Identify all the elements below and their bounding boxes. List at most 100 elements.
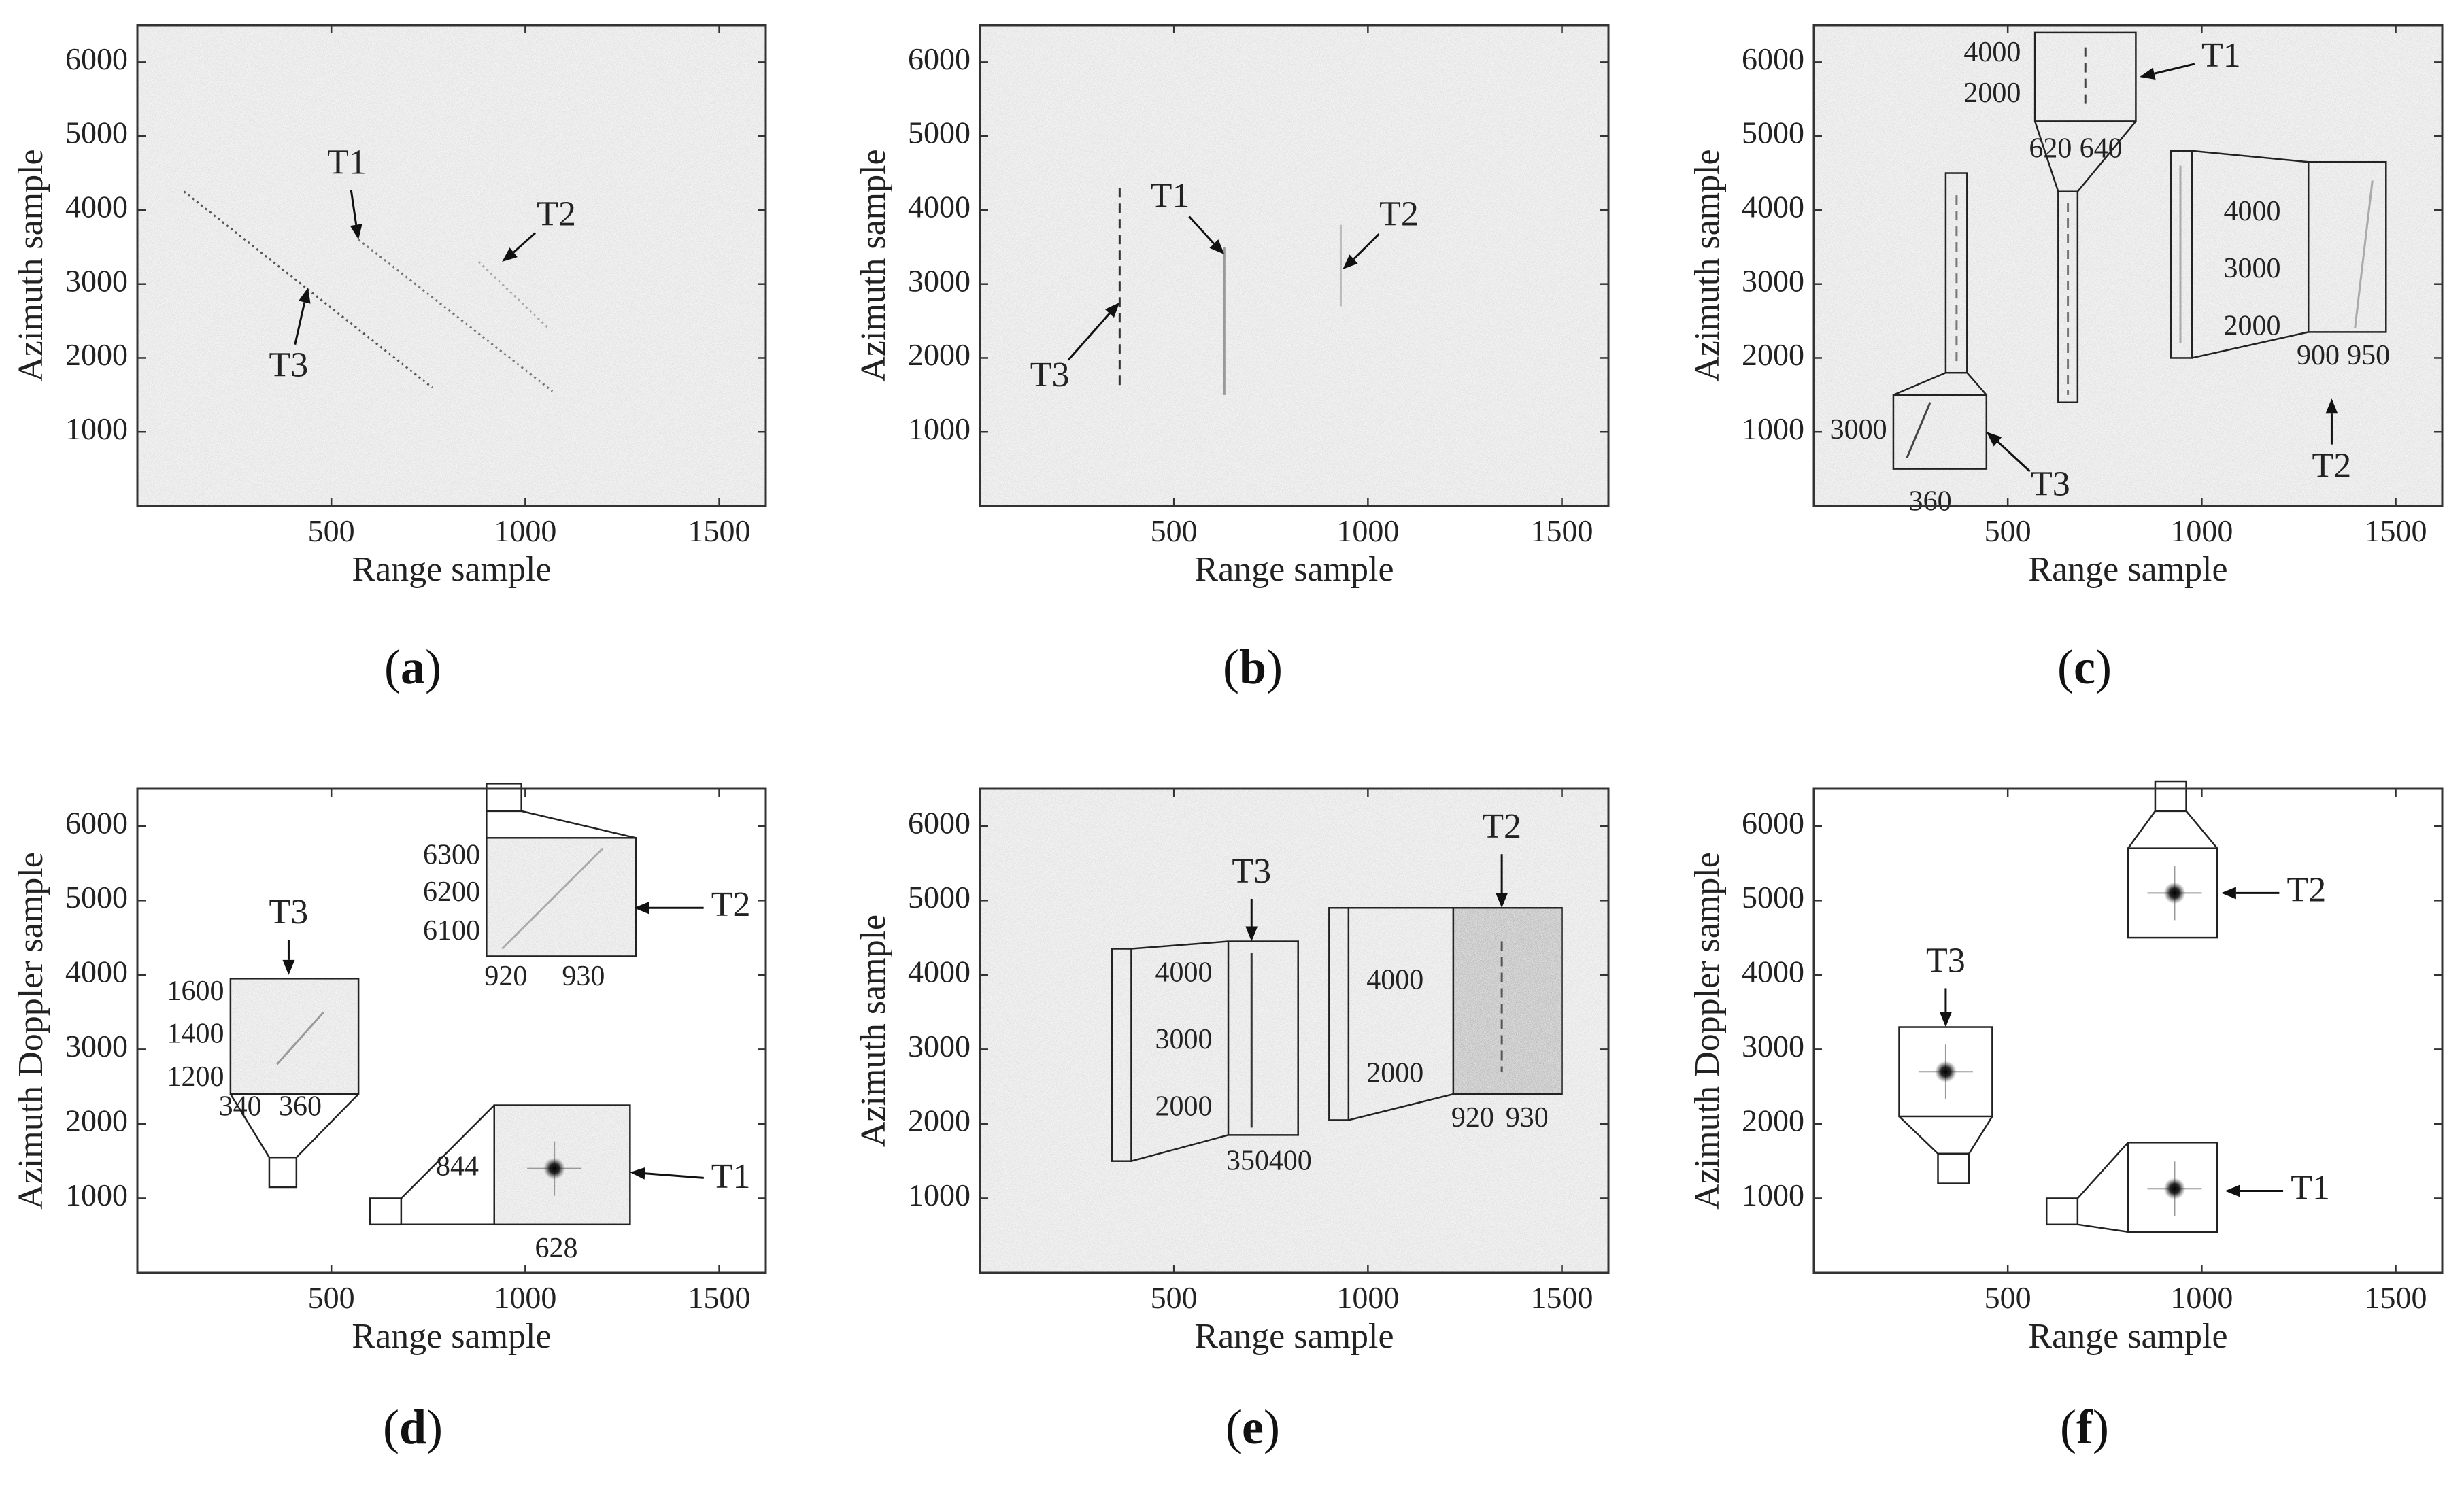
target-label-T1: T1 <box>2201 36 2241 75</box>
inset-frame <box>369 1197 403 1226</box>
arrow-head-T3 <box>299 288 311 304</box>
panel-caption-e: (e) <box>1226 1400 1280 1454</box>
inset-noise <box>1893 394 1987 469</box>
arrow-shaft-T3 <box>1067 313 1111 361</box>
inset-connector-4 <box>2191 150 2309 163</box>
y-tick-label-3000: 3000 <box>65 1029 128 1063</box>
inset-0 <box>268 1156 298 1189</box>
inset-frame <box>2170 150 2193 359</box>
y-tick-label-2000: 2000 <box>1742 1103 1804 1138</box>
arrow-head-T3 <box>1986 432 2002 447</box>
inset-frame <box>1111 948 1132 1162</box>
y-tick-label-5000: 5000 <box>908 880 971 915</box>
x-tick-label-1000: 1000 <box>2170 513 2233 548</box>
inset-2 <box>1328 907 1350 1121</box>
y-tick-label-1000: 1000 <box>908 1178 971 1212</box>
arrow-shaft-T1 <box>2154 63 2195 75</box>
inset-connector-0 <box>1893 372 1946 396</box>
y-axis-label: Azimuth sample <box>854 149 893 381</box>
inset-target-line <box>1906 402 1931 458</box>
inset-tick-label-0: 4000 <box>1366 964 1423 995</box>
panel-caption-letter: f <box>2076 1400 2093 1454</box>
inset-tick-label-4: 950 <box>2347 340 2390 371</box>
inset-tick-label-3: 920 <box>484 961 527 992</box>
x-axis-label: Range sample <box>1194 550 1394 589</box>
x-axis-label: Range sample <box>2028 1317 2227 1356</box>
inset-tick-label-3: 930 <box>1506 1102 1549 1133</box>
y-tick-label-4000: 4000 <box>65 954 128 989</box>
inset-4 <box>2170 150 2193 359</box>
inset-frame <box>2057 190 2079 403</box>
inset-3: 844 628 <box>436 1104 631 1264</box>
arrow-head-T1 <box>2140 67 2156 80</box>
inset-tick-label-2: 2000 <box>1155 1091 1212 1123</box>
inset-tick-label-0: 844 <box>436 1150 479 1182</box>
x-tick-label-500: 500 <box>308 513 355 548</box>
arrow-head-T1 <box>350 224 362 240</box>
inset-0 <box>1944 172 1968 374</box>
inset-connector-3 <box>2076 120 2137 192</box>
x-tick-label-1500: 1500 <box>688 513 751 548</box>
inset-connector-1 <box>1131 1134 1229 1162</box>
inset-1: 3000 360 <box>1830 394 1988 517</box>
inset-connector-1 <box>295 1093 360 1159</box>
inset-5 <box>2127 847 2218 939</box>
inset-tick-label-2: 620 <box>2029 133 2072 165</box>
inset-5: 4000 3000 2000 900 950 <box>2224 160 2390 371</box>
y-tick-label-5000: 5000 <box>65 116 128 150</box>
y-tick-label-4000: 4000 <box>1742 954 1804 989</box>
arrow-head-T1 <box>630 1167 645 1180</box>
inset-4 <box>2154 780 2187 813</box>
inset-fill <box>2046 1198 2078 1225</box>
chart-panel-b: T1 T2 T3 500 1000 1500 1000 2000 3000 4000 5000 600… <box>854 24 1610 589</box>
x-tick-label-1500: 1500 <box>2365 1280 2427 1315</box>
x-tick-label-500: 500 <box>1151 1280 1198 1315</box>
y-tick-label-2000: 2000 <box>65 1103 128 1138</box>
y-axis-label: Azimuth Doppler sample <box>12 852 50 1210</box>
x-axis-label: Range sample <box>1194 1317 1394 1356</box>
y-tick-label-3000: 3000 <box>908 263 971 298</box>
inset-noise <box>486 838 636 957</box>
inset-0 <box>1937 1152 1970 1184</box>
plot-noise <box>137 25 766 506</box>
y-tick-label-1000: 1000 <box>908 411 971 446</box>
inset-tick-label-1: 2000 <box>1963 78 2021 109</box>
inset-connector-2 <box>400 1104 495 1199</box>
target-label-T3: T3 <box>1926 941 1965 980</box>
arrow-head-T2 <box>1343 254 1358 269</box>
x-axis-label: Range sample <box>2028 550 2227 589</box>
panel-caption-letter: e <box>1242 1400 1264 1454</box>
inset-2 <box>2045 1197 2079 1226</box>
y-axis-label: Azimuth sample <box>854 915 893 1147</box>
inset-frame <box>2154 780 2187 813</box>
chart-panel-a: T1 T2 T3 500 1000 1500 1000 2000 3000 4000 5000 600… <box>12 24 767 589</box>
arrow-shaft-T2 <box>1353 233 1380 260</box>
inset-noise <box>2308 162 2386 332</box>
x-tick-label-1000: 1000 <box>1336 1280 1399 1315</box>
y-tick-label-6000: 6000 <box>908 41 971 76</box>
inset-frame <box>268 1156 298 1189</box>
target-label-T1: T1 <box>327 143 367 182</box>
plot-frame <box>979 24 1610 507</box>
target-label-T3: T3 <box>1232 852 1271 891</box>
panel-caption-c: (c) <box>2057 640 2112 694</box>
inset-noise <box>1329 908 1349 1121</box>
inset-connector-0 <box>1898 1116 1939 1155</box>
arrow-head-T2 <box>1496 893 1508 908</box>
inset-tick-label-1: 3000 <box>2224 253 2281 284</box>
target-label-T2: T2 <box>2312 447 2352 485</box>
panel-caption-letter: a <box>401 640 425 694</box>
y-tick-label-2000: 2000 <box>1742 337 1804 372</box>
y-tick-label-4000: 4000 <box>1742 189 1804 224</box>
inset-frame <box>1227 940 1299 1136</box>
target-label-T2: T2 <box>711 885 751 924</box>
inset-tick-label-3: 640 <box>2080 133 2123 165</box>
inset-tick-label-2: 920 <box>1451 1102 1494 1133</box>
arrow-shaft-T2 <box>513 232 537 254</box>
y-tick-label-2000: 2000 <box>908 337 971 372</box>
inset-connector-0 <box>1131 940 1229 950</box>
target-label-T2: T2 <box>1482 807 1521 846</box>
inset-frame <box>2307 160 2387 333</box>
y-tick-label-5000: 5000 <box>1742 116 1804 150</box>
